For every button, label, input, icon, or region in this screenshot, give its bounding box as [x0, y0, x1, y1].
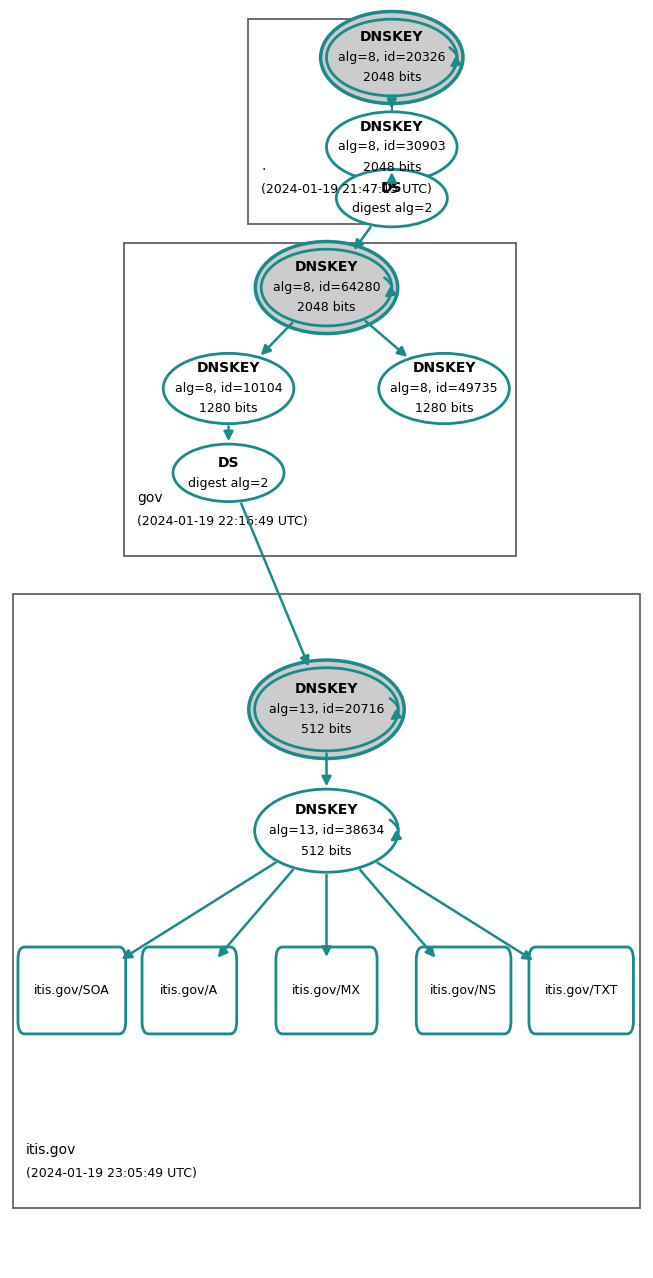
- Text: DS: DS: [218, 456, 239, 469]
- Text: (2024-01-19 23:05:49 UTC): (2024-01-19 23:05:49 UTC): [26, 1167, 197, 1180]
- Text: alg=8, id=20326: alg=8, id=20326: [338, 51, 445, 64]
- Text: alg=13, id=20716: alg=13, id=20716: [269, 703, 384, 716]
- Ellipse shape: [326, 19, 457, 96]
- Ellipse shape: [321, 12, 463, 104]
- Text: digest alg=2: digest alg=2: [351, 202, 432, 215]
- Text: itis.gov/TXT: itis.gov/TXT: [545, 984, 618, 997]
- Text: .: .: [261, 158, 266, 173]
- Ellipse shape: [163, 354, 294, 424]
- Ellipse shape: [255, 668, 398, 751]
- Text: alg=8, id=30903: alg=8, id=30903: [338, 141, 445, 153]
- FancyArrowPatch shape: [390, 819, 401, 840]
- Text: 512 bits: 512 bits: [301, 845, 352, 858]
- FancyArrowPatch shape: [390, 698, 401, 718]
- Text: (2024-01-19 21:47:15 UTC): (2024-01-19 21:47:15 UTC): [261, 183, 432, 196]
- Text: itis.gov/SOA: itis.gov/SOA: [34, 984, 110, 997]
- Text: alg=8, id=10104: alg=8, id=10104: [175, 382, 282, 395]
- Text: itis.gov/A: itis.gov/A: [160, 984, 219, 997]
- Text: alg=8, id=64280: alg=8, id=64280: [273, 281, 380, 294]
- Text: digest alg=2: digest alg=2: [188, 477, 269, 489]
- Text: DNSKEY: DNSKEY: [360, 120, 424, 133]
- Text: 2048 bits: 2048 bits: [297, 302, 356, 314]
- FancyBboxPatch shape: [416, 947, 511, 1034]
- Text: 2048 bits: 2048 bits: [362, 72, 421, 84]
- Text: DS: DS: [381, 181, 402, 194]
- Ellipse shape: [261, 249, 392, 326]
- Ellipse shape: [249, 661, 404, 759]
- Text: 2048 bits: 2048 bits: [362, 161, 421, 174]
- Ellipse shape: [326, 112, 457, 183]
- FancyBboxPatch shape: [124, 243, 516, 556]
- Ellipse shape: [379, 354, 509, 424]
- FancyBboxPatch shape: [142, 947, 236, 1034]
- FancyBboxPatch shape: [276, 947, 377, 1034]
- Text: alg=13, id=38634: alg=13, id=38634: [269, 824, 384, 837]
- Text: (2024-01-19 22:16:49 UTC): (2024-01-19 22:16:49 UTC): [137, 515, 308, 528]
- Text: itis.gov: itis.gov: [26, 1143, 76, 1157]
- Text: itis.gov/NS: itis.gov/NS: [430, 984, 497, 997]
- Text: 1280 bits: 1280 bits: [199, 403, 258, 415]
- Ellipse shape: [336, 170, 447, 227]
- Text: itis.gov/MX: itis.gov/MX: [292, 984, 361, 997]
- Ellipse shape: [255, 242, 398, 334]
- Ellipse shape: [173, 445, 284, 502]
- FancyBboxPatch shape: [13, 594, 640, 1208]
- Text: gov: gov: [137, 491, 163, 505]
- FancyBboxPatch shape: [248, 19, 392, 224]
- Text: DNSKEY: DNSKEY: [360, 31, 424, 43]
- Text: alg=8, id=49735: alg=8, id=49735: [390, 382, 498, 395]
- Text: 1280 bits: 1280 bits: [415, 403, 473, 415]
- FancyBboxPatch shape: [18, 947, 125, 1034]
- Text: DNSKEY: DNSKEY: [295, 804, 358, 817]
- FancyBboxPatch shape: [529, 947, 633, 1034]
- Text: DNSKEY: DNSKEY: [412, 362, 476, 374]
- Text: 512 bits: 512 bits: [301, 723, 352, 736]
- FancyArrowPatch shape: [450, 47, 460, 66]
- Ellipse shape: [255, 790, 398, 873]
- Text: DNSKEY: DNSKEY: [295, 261, 358, 273]
- Text: DNSKEY: DNSKEY: [295, 682, 358, 695]
- Text: DNSKEY: DNSKEY: [197, 362, 261, 374]
- FancyArrowPatch shape: [385, 277, 395, 296]
